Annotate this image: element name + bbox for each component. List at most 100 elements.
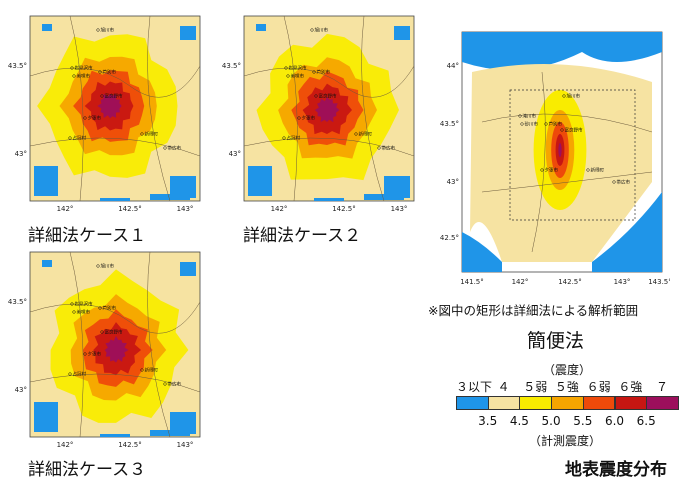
low-intensity-area (170, 176, 196, 198)
instrumental-intensity-tick: 6.0 (604, 414, 625, 428)
longitude-tick-label: 143° (391, 205, 408, 213)
instrumental-intensity-tick: 5.5 (573, 414, 593, 428)
city-label: 夕張市 (88, 351, 102, 358)
intensity-zone (314, 96, 340, 123)
city-marker (314, 94, 318, 98)
boundary-line (69, 251, 84, 438)
city-marker (562, 94, 566, 98)
city-marker (297, 116, 301, 120)
city-marker (282, 136, 286, 140)
city-label: 占冠村 (73, 135, 87, 142)
detailed-map-case3-caption: 詳細法ケース３ (28, 460, 147, 480)
city-marker (560, 128, 564, 132)
intensity-zone (104, 336, 129, 363)
low-intensity-area (256, 24, 266, 31)
longitude-tick-label: 142.5° (118, 441, 142, 449)
latitude-tick-label: 43° (15, 386, 27, 394)
intensity-class-label: ７ (656, 380, 669, 394)
city-label: 岩見沢市 (75, 65, 93, 72)
city-label: 芦別市 (317, 69, 331, 76)
city-marker (312, 70, 316, 74)
city-marker (72, 310, 76, 314)
city-marker (68, 136, 72, 140)
simple-method-caption: 簡便法 (527, 330, 585, 352)
longitude-tick-label: 143.5° (648, 278, 670, 286)
city-label: 美唄市 (291, 73, 305, 80)
low-intensity-area (170, 412, 196, 434)
city-label: 芦別市 (549, 121, 563, 128)
city-label: 夕張市 (545, 167, 559, 174)
low-intensity-area (394, 26, 410, 40)
city-marker (377, 146, 381, 150)
longitude-tick-label: 142.5° (118, 205, 142, 213)
low-intensity-area (42, 24, 52, 31)
intensity-scale-title: （震度） (543, 363, 592, 377)
city-marker (520, 122, 524, 126)
intensity-zone (558, 143, 562, 157)
city-marker (72, 74, 76, 78)
latitude-tick-label: 43° (15, 150, 27, 158)
city-marker (284, 66, 288, 70)
instrumental-intensity-tick: 6.5 (636, 414, 656, 428)
longitude-tick-label: 143° (177, 205, 194, 213)
latitude-tick-label: 43° (229, 150, 241, 158)
boundary-line (531, 71, 546, 253)
city-label: 夕張市 (302, 115, 316, 122)
city-marker (544, 122, 548, 126)
detailed-map-case1: 旭川市 岩見沢市 美唄市 芦別市 夕張市 富良野市 帯広市 新得町 占冠村 142° 142.5° 1… (8, 12, 204, 217)
sea-area (462, 232, 502, 272)
city-marker (83, 352, 87, 356)
city-marker (286, 74, 290, 78)
instrumental-intensity-tick: 5.0 (541, 414, 561, 428)
city-label: 美唄市 (77, 309, 91, 316)
boundary-line (481, 171, 653, 193)
low-intensity-area (100, 198, 130, 201)
intensity-class-label: ６弱 (586, 380, 611, 394)
city-label: 富良野市 (105, 93, 123, 100)
intensity-class-label: ５強 (554, 380, 579, 394)
city-label: 岩見沢市 (289, 65, 307, 72)
instrumental-intensity-tick: 3.5 (478, 414, 498, 428)
city-marker (83, 116, 87, 120)
city-marker (540, 168, 544, 172)
detailed-map-case3: 旭川市 岩見沢市 美唄市 芦別市 夕張市 富良野市 帯広市 新得町 占冠村 142° 142.5° 1… (8, 248, 204, 453)
city-label: 富良野市 (319, 93, 337, 100)
city-label: 滝川市 (523, 113, 537, 120)
city-marker (518, 114, 522, 118)
latitude-tick-label: 43° (447, 178, 459, 186)
longitude-tick-label: 142° (512, 278, 529, 286)
sea-area (462, 32, 662, 70)
detailed-map-case2-caption: 詳細法ケース２ (243, 226, 362, 246)
longitude-tick-label: 142° (271, 205, 288, 213)
intensity-color-swatch (551, 396, 584, 410)
city-marker (96, 28, 100, 32)
analysis-range-note: ※図中の矩形は詳細法による解析範囲 (428, 303, 639, 318)
city-label: 帯広市 (168, 381, 182, 388)
city-label: 芦別市 (103, 305, 117, 312)
intensity-color-swatch (487, 396, 521, 410)
boundary-line (29, 137, 201, 157)
longitude-tick-label: 142° (57, 205, 74, 213)
city-marker (98, 70, 102, 74)
low-intensity-area (248, 166, 272, 196)
city-marker (70, 66, 74, 70)
city-marker (68, 372, 72, 376)
city-label: 新得町 (359, 131, 373, 138)
city-label: 砂川市 (525, 121, 539, 128)
instrumental-intensity-title: （計測震度） (529, 434, 602, 448)
longitude-tick-label: 142.5° (332, 205, 356, 213)
city-label: 旭川市 (101, 27, 115, 34)
low-intensity-area (180, 26, 196, 40)
city-label: 芦別市 (103, 69, 117, 76)
low-intensity-area (150, 430, 190, 436)
city-label: 夕張市 (88, 115, 102, 122)
city-label: 新得町 (145, 131, 159, 138)
latitude-tick-label: 43.5° (8, 298, 27, 306)
latitude-tick-label: 44° (447, 62, 459, 70)
city-marker (96, 264, 100, 268)
intensity-color-swatch (582, 396, 616, 410)
low-intensity-area (150, 194, 190, 200)
longitude-tick-label: 143° (177, 441, 194, 449)
